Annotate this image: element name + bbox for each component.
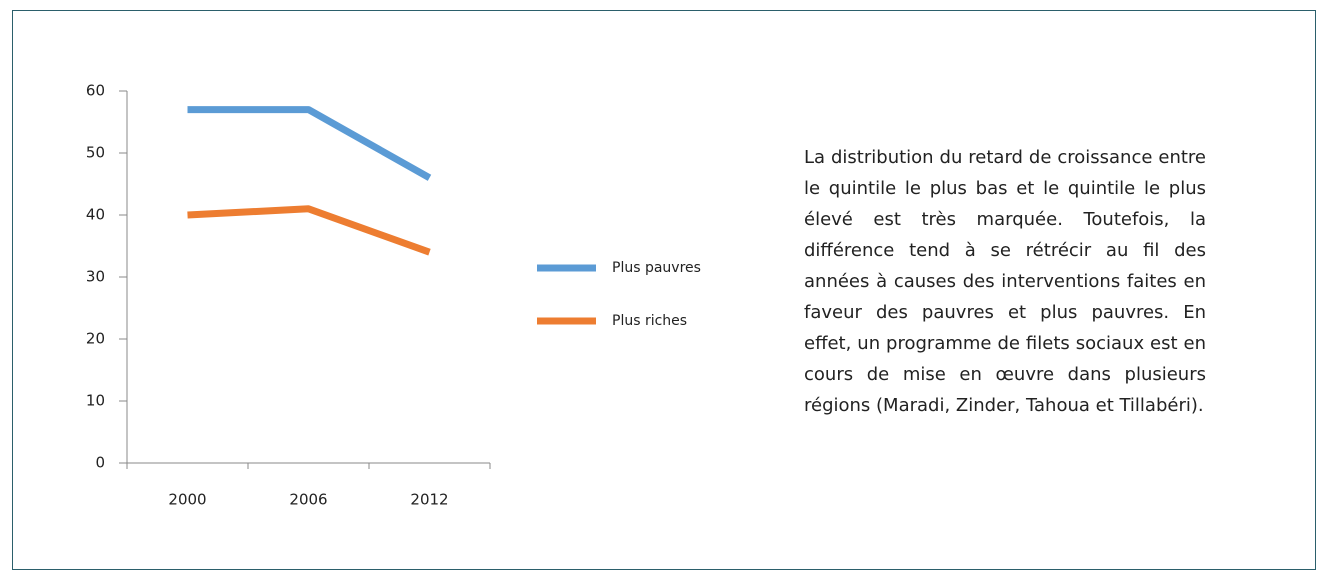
chart: 0 10 20 30 40 50 60 2000 2006 2012 Plus pauvres Plu… (86, 82, 701, 509)
legend-label: Plus riches (612, 313, 687, 329)
x-tick-label: 2006 (289, 491, 327, 509)
x-tick-label: 2012 (410, 491, 448, 509)
series-line (187, 106, 432, 181)
y-tick-label: 0 (95, 454, 105, 472)
y-tick-label: 60 (86, 82, 105, 100)
y-tick-label: 40 (86, 206, 105, 224)
y-tick-label: 30 (86, 268, 105, 286)
page: {"chart_data": {"type": "line", "categor… (12, 10, 1316, 570)
x-tick-label: 2000 (168, 491, 206, 509)
y-tick-label: 10 (86, 392, 105, 410)
y-tick-label: 20 (86, 330, 105, 348)
legend-label: Plus pauvres (612, 260, 701, 276)
y-tick-label: 50 (86, 144, 105, 162)
paragraph: La distribution du retard de croissance … (804, 147, 1206, 416)
series-line (187, 205, 431, 256)
